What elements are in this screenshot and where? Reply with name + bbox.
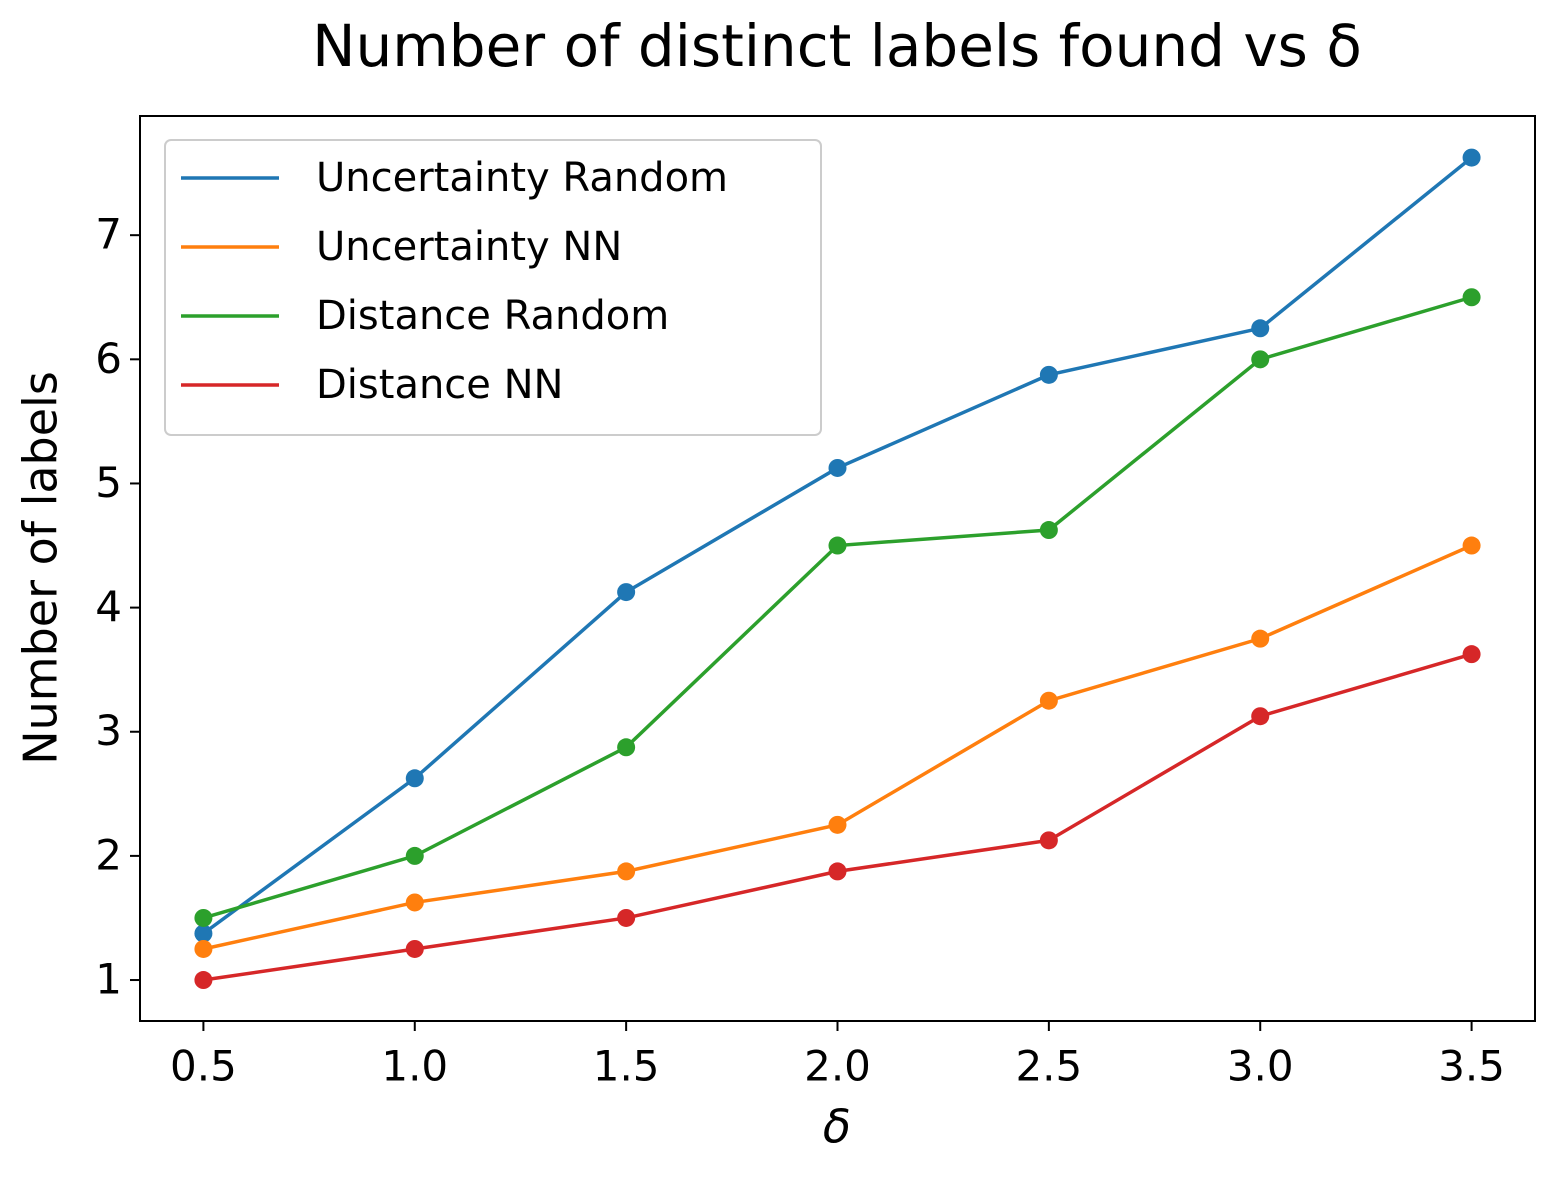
data-point	[828, 536, 847, 555]
x-tick-label: 3.5	[1438, 1042, 1505, 1091]
y-tick-label: 5	[95, 458, 122, 507]
legend-box	[164, 139, 822, 436]
x-tick-label: 1.0	[381, 1042, 448, 1091]
legend-label: Distance NN	[316, 362, 563, 408]
data-point	[1251, 319, 1270, 338]
x-tick-label: 2.5	[1015, 1042, 1082, 1091]
x-tick-label: 2.0	[804, 1042, 871, 1091]
data-point	[1462, 645, 1481, 664]
y-tick-label: 2	[95, 830, 122, 879]
data-point	[194, 908, 213, 927]
y-tick-label: 6	[95, 334, 122, 383]
y-tick-label: 3	[95, 706, 122, 755]
data-point	[1462, 288, 1481, 307]
data-point	[405, 846, 424, 865]
data-point	[1039, 691, 1058, 710]
data-point	[194, 939, 213, 958]
x-tick-label: 0.5	[170, 1042, 237, 1091]
x-tick-label: 1.5	[593, 1042, 660, 1091]
y-tick-label: 1	[95, 955, 122, 1004]
data-point	[405, 769, 424, 788]
y-axis-label: Number of labels	[14, 371, 68, 765]
data-point	[405, 939, 424, 958]
legend-label: Uncertainty NN	[316, 224, 622, 270]
data-point	[617, 738, 636, 757]
data-point	[617, 583, 636, 602]
data-point	[1251, 629, 1270, 648]
data-point	[1462, 148, 1481, 167]
legend-label: Uncertainty Random	[316, 155, 728, 201]
data-point	[1039, 521, 1058, 540]
data-point	[828, 862, 847, 881]
data-point	[1462, 536, 1481, 555]
y-tick-label: 4	[95, 582, 122, 631]
data-point	[194, 971, 213, 990]
plot-frame	[139, 115, 1536, 1022]
data-point	[828, 815, 847, 834]
data-point	[617, 908, 636, 927]
data-point	[405, 893, 424, 912]
x-tick-label: 3.0	[1227, 1042, 1294, 1091]
legend-label: Distance Random	[316, 293, 669, 339]
data-point	[194, 924, 213, 943]
data-point	[828, 458, 847, 477]
y-tick-label: 7	[95, 210, 122, 259]
x-axis-label: δ	[823, 1100, 851, 1154]
data-point	[1039, 365, 1058, 384]
data-point	[1251, 707, 1270, 726]
data-point	[1251, 350, 1270, 369]
data-point	[1039, 831, 1058, 850]
data-point	[617, 862, 636, 881]
chart-title: Number of distinct labels found vs δ	[312, 12, 1362, 80]
